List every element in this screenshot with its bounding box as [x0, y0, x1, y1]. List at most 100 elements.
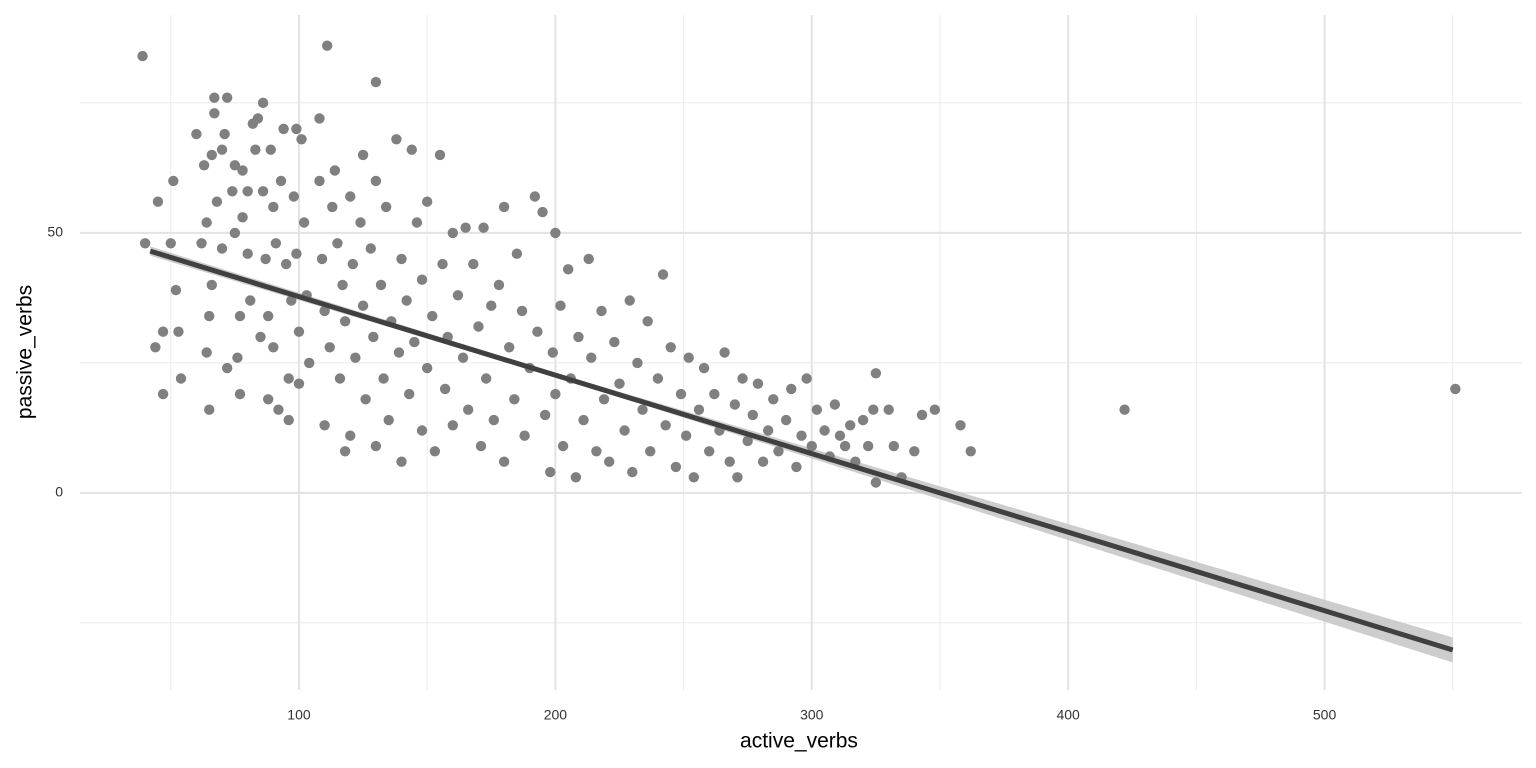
- point: [139, 238, 151, 249]
- point: [265, 144, 276, 155]
- point: [416, 425, 428, 436]
- point: [396, 253, 407, 265]
- point: [206, 279, 217, 291]
- point: [286, 295, 297, 306]
- point: [555, 300, 566, 311]
- point: [245, 295, 256, 306]
- point: [609, 336, 620, 348]
- point: [304, 357, 315, 369]
- point: [396, 456, 407, 467]
- point: [693, 404, 705, 415]
- point: [260, 253, 271, 265]
- point: [391, 134, 402, 145]
- point: [562, 264, 574, 275]
- point: [498, 456, 510, 467]
- point: [516, 305, 528, 317]
- point: [545, 466, 556, 478]
- point: [268, 201, 279, 213]
- point: [773, 446, 784, 457]
- point: [278, 123, 289, 135]
- point: [550, 388, 561, 400]
- point: [657, 269, 669, 280]
- point: [411, 217, 423, 228]
- y-axis-title: passive_verbs: [14, 285, 37, 419]
- point: [404, 388, 415, 400]
- point: [255, 331, 266, 343]
- point: [175, 373, 187, 384]
- point: [370, 175, 382, 187]
- point: [380, 201, 392, 213]
- point: [929, 404, 941, 415]
- point: [498, 201, 510, 213]
- point: [645, 446, 656, 457]
- point: [596, 305, 607, 317]
- point: [591, 446, 602, 457]
- point: [468, 258, 479, 270]
- fit-line: [149, 248, 1454, 653]
- point: [488, 414, 500, 426]
- point: [198, 160, 210, 171]
- point: [250, 144, 261, 155]
- point: [780, 414, 792, 426]
- point: [291, 123, 302, 135]
- point: [242, 186, 253, 197]
- point: [719, 347, 730, 358]
- point: [196, 238, 207, 249]
- point: [209, 92, 220, 103]
- point: [724, 456, 735, 467]
- point: [868, 404, 879, 415]
- point: [157, 388, 169, 400]
- point: [460, 222, 471, 233]
- point: [870, 477, 882, 488]
- point: [321, 40, 333, 51]
- point: [401, 295, 412, 306]
- point: [273, 404, 284, 415]
- x-axis-title: active_verbs: [740, 730, 858, 753]
- point: [227, 186, 238, 197]
- point: [532, 326, 543, 337]
- point: [319, 305, 330, 317]
- point: [742, 435, 753, 447]
- point: [504, 342, 515, 353]
- point: [652, 373, 664, 384]
- point: [473, 321, 484, 332]
- x-tick-label: 500: [1313, 707, 1337, 723]
- point: [201, 347, 212, 358]
- point: [421, 362, 433, 374]
- point: [619, 425, 630, 436]
- point: [888, 440, 900, 452]
- point: [365, 243, 376, 254]
- point: [791, 461, 802, 473]
- point: [324, 342, 335, 353]
- fit-layer: [149, 248, 1454, 653]
- point: [298, 217, 310, 228]
- point: [537, 206, 548, 218]
- point: [627, 466, 638, 478]
- point: [355, 217, 366, 228]
- point: [737, 373, 748, 384]
- point: [457, 352, 469, 363]
- point: [786, 383, 797, 395]
- point: [547, 347, 559, 358]
- point: [262, 310, 274, 322]
- point: [209, 108, 220, 119]
- point: [704, 446, 715, 457]
- point: [698, 362, 710, 374]
- point: [234, 310, 246, 322]
- point: [314, 175, 325, 187]
- point: [604, 456, 615, 467]
- point: [752, 378, 764, 389]
- point: [229, 227, 241, 239]
- point: [675, 388, 687, 400]
- point: [357, 149, 369, 161]
- point: [339, 446, 351, 457]
- point: [427, 310, 438, 322]
- point: [332, 238, 343, 249]
- point: [573, 331, 584, 343]
- point: [204, 404, 215, 415]
- point: [883, 404, 894, 415]
- point: [275, 175, 287, 187]
- point: [439, 383, 451, 395]
- point: [378, 373, 389, 384]
